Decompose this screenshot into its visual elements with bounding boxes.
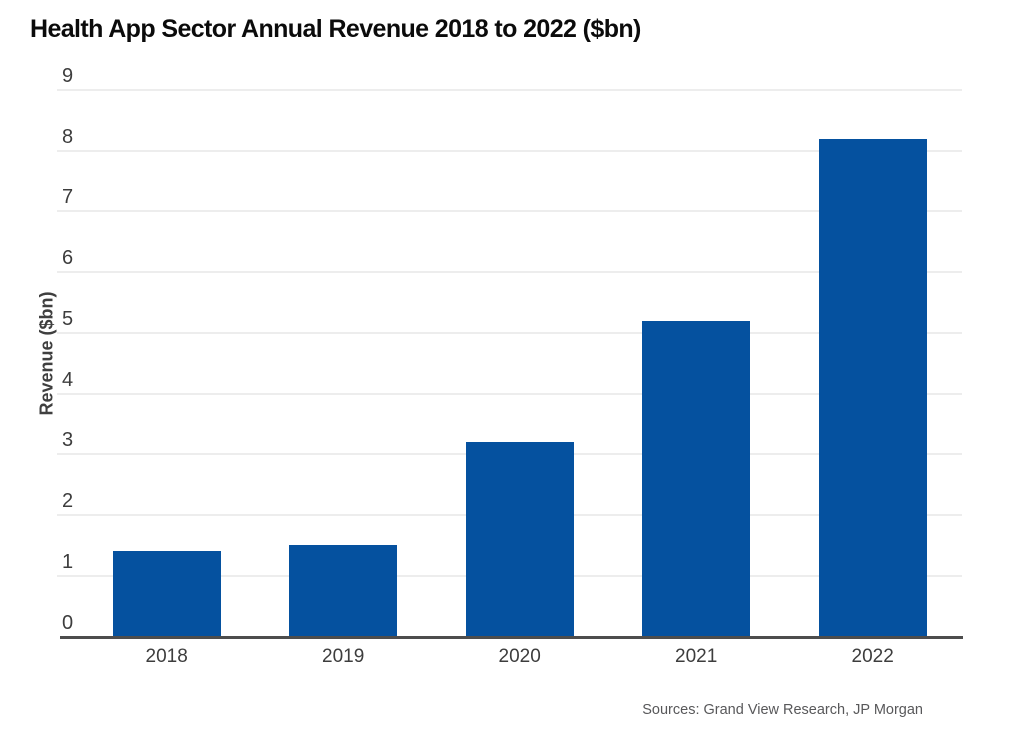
y-tick-label-8: 8 xyxy=(62,125,74,148)
y-tick-label-4: 4 xyxy=(62,368,74,391)
bar-2020 xyxy=(465,442,574,637)
x-tick-label-2020: 2020 xyxy=(498,646,541,667)
gridline-9 xyxy=(57,89,962,92)
gridline-6 xyxy=(57,271,962,274)
chart-title: Health App Sector Annual Revenue 2018 to… xyxy=(30,15,641,43)
y-tick-label-9: 9 xyxy=(62,65,74,88)
bar-2022 xyxy=(818,138,927,637)
y-tick-label-1: 1 xyxy=(62,550,74,573)
gridline-7 xyxy=(57,210,962,213)
bar-2018 xyxy=(112,551,221,637)
y-tick-label-0: 0 xyxy=(62,611,74,634)
y-tick-label-2: 2 xyxy=(62,490,74,513)
y-tick-label-3: 3 xyxy=(62,429,74,452)
y-tick-label-7: 7 xyxy=(62,186,74,209)
x-axis-line xyxy=(60,636,963,639)
source-caption: Sources: Grand View Research, JP Morgan xyxy=(642,702,923,718)
gridline-5 xyxy=(57,331,962,334)
x-tick-label-2019: 2019 xyxy=(322,646,365,667)
y-tick-label-6: 6 xyxy=(62,247,74,270)
x-tick-label-2021: 2021 xyxy=(675,646,718,667)
x-tick-label-2018: 2018 xyxy=(145,646,188,667)
gridline-4 xyxy=(57,392,962,395)
y-tick-label-5: 5 xyxy=(62,307,74,330)
x-tick-label-2022: 2022 xyxy=(851,646,894,667)
bar-2021 xyxy=(642,320,751,637)
bar-2019 xyxy=(289,545,398,637)
gridline-8 xyxy=(57,149,962,152)
